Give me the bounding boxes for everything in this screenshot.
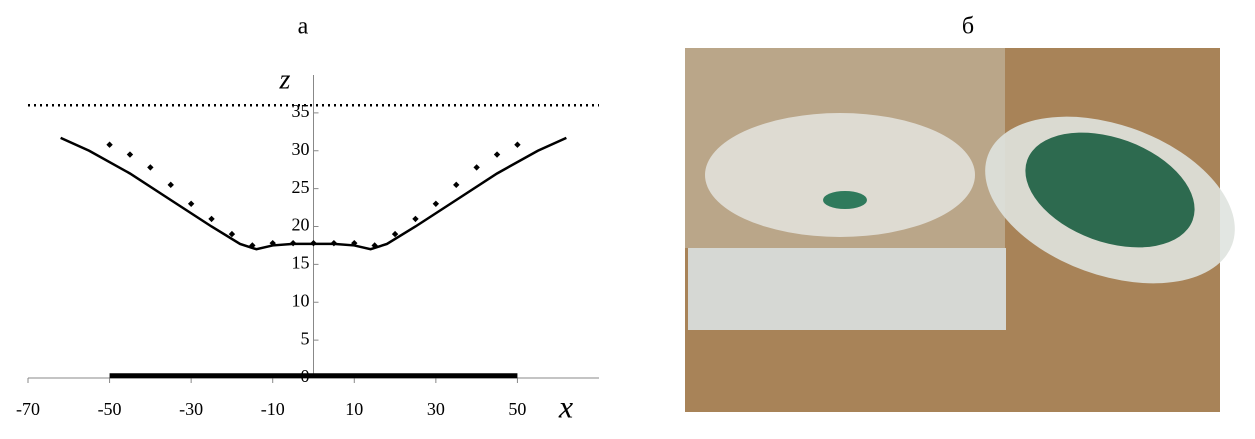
- bowl-stain: [823, 191, 867, 209]
- panel-label: а: [298, 14, 309, 40]
- x-tick-label: -10: [261, 399, 285, 419]
- x-axis-label: x: [558, 388, 573, 424]
- marker: [168, 182, 174, 188]
- marker: [331, 240, 337, 246]
- x-tick-label: 50: [508, 399, 526, 419]
- marker: [290, 240, 296, 246]
- marker: [188, 201, 194, 207]
- x-tick-label: 10: [345, 399, 363, 419]
- marker: [208, 216, 214, 222]
- marker: [473, 164, 479, 170]
- marker: [412, 216, 418, 222]
- marker: [147, 164, 153, 170]
- y-tick-label: 10: [292, 290, 310, 310]
- bowl: [705, 113, 975, 237]
- marker: [453, 182, 459, 188]
- figure: а б z x -70-50-30-1010305005101520253035: [0, 0, 1255, 434]
- marker: [433, 201, 439, 207]
- photo: [685, 48, 1255, 412]
- marker: [106, 141, 112, 147]
- marker: [494, 151, 500, 157]
- y-tick-label: 15: [292, 253, 310, 273]
- y-axis-label: z: [279, 64, 291, 95]
- plastic-bar: [688, 248, 1006, 330]
- marker: [514, 141, 520, 147]
- y-tick-label: 20: [292, 215, 310, 235]
- marker: [127, 151, 133, 157]
- panel-label: б: [962, 14, 974, 40]
- marker: [310, 240, 316, 246]
- y-tick-label: 30: [292, 139, 310, 159]
- y-tick-label: 5: [301, 328, 310, 348]
- y-tick-label: 25: [292, 177, 310, 197]
- x-tick-label: -30: [179, 399, 203, 419]
- x-tick-label: 30: [427, 399, 445, 419]
- y-tick-label: 35: [292, 101, 310, 121]
- x-tick-label: -50: [98, 399, 122, 419]
- page: а б z x -70-50-30-1010305005101520253035…: [0, 0, 1255, 439]
- x-tick-label: -70: [16, 399, 40, 419]
